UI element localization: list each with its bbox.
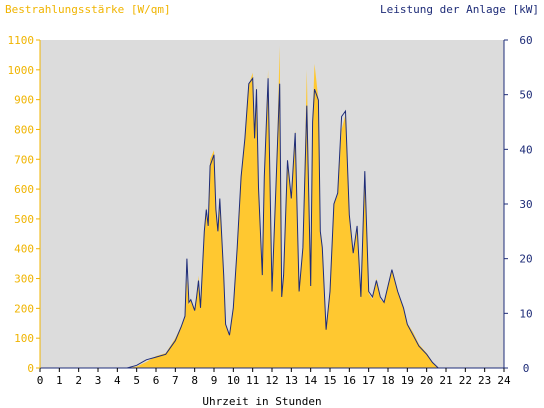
x-tick-label: 6: [153, 374, 160, 387]
power-line: [40, 76, 504, 369]
right-tick-label: 40: [519, 143, 532, 156]
left-tick-label: 800: [14, 123, 34, 136]
left-tick-label: 500: [14, 213, 34, 226]
x-tick-label: 24: [497, 374, 511, 387]
x-tick-label: 8: [191, 374, 198, 387]
x-tick-label: 11: [246, 374, 259, 387]
right-tick-label: 50: [519, 89, 532, 102]
left-tick-label: 700: [14, 153, 34, 166]
x-tick-label: 21: [439, 374, 452, 387]
x-tick-label: 18: [381, 374, 394, 387]
x-tick-label: 5: [133, 374, 140, 387]
x-tick-label: 17: [362, 374, 375, 387]
left-tick-label: 900: [14, 94, 34, 107]
x-tick-label: 22: [459, 374, 472, 387]
x-tick-label: 3: [95, 374, 102, 387]
left-tick-label: 0: [27, 362, 34, 375]
x-tick-label: 7: [172, 374, 179, 387]
x-tick-label: 19: [401, 374, 414, 387]
x-tick-label: 9: [211, 374, 218, 387]
right-tick-label: 20: [519, 253, 532, 266]
x-axis-label: Uhrzeit in Stunden: [202, 395, 321, 408]
left-tick-label: 1000: [8, 64, 35, 77]
right-tick-label: 0: [523, 362, 530, 375]
left-tick-label: 600: [14, 183, 34, 196]
x-tick-label: 23: [478, 374, 491, 387]
right-tick-label: 60: [519, 34, 532, 47]
x-tick-label: 15: [323, 374, 336, 387]
x-tick-label: 2: [75, 374, 82, 387]
right-axis-title: Leistung der Anlage [kW]: [380, 3, 539, 16]
left-tick-label: 1100: [8, 34, 35, 47]
left-tick-label: 200: [14, 302, 34, 315]
x-tick-label: 1: [56, 374, 63, 387]
x-tick-label: 0: [37, 374, 44, 387]
x-tick-label: 14: [304, 374, 318, 387]
right-tick-label: 30: [519, 198, 532, 211]
left-tick-label: 300: [14, 273, 34, 286]
left-tick-label: 400: [14, 243, 34, 256]
x-tick-label: 20: [420, 374, 433, 387]
x-tick-label: 16: [343, 374, 356, 387]
x-tick-label: 12: [265, 374, 278, 387]
left-axis-title: Bestrahlungsstärke [W/qm]: [5, 3, 171, 16]
x-tick-label: 10: [227, 374, 240, 387]
x-tick-label: 13: [285, 374, 298, 387]
left-tick-label: 100: [14, 332, 34, 345]
right-tick-label: 10: [519, 307, 532, 320]
x-tick-label: 4: [114, 374, 121, 387]
